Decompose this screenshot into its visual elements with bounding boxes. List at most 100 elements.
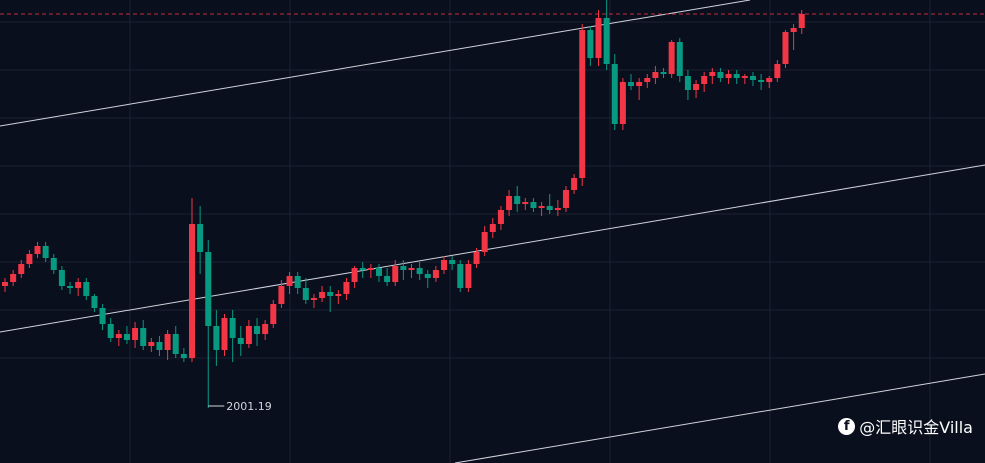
candle-body-down	[660, 72, 667, 74]
candle-body-down	[359, 268, 366, 270]
candle-body-up	[725, 74, 732, 78]
candle-body-down	[733, 74, 740, 78]
candle-body-up	[26, 254, 33, 264]
candle-body-down	[514, 196, 521, 204]
candle-body-down	[717, 72, 724, 78]
candle-body-up	[441, 260, 448, 270]
candle-body-down	[603, 18, 610, 64]
candle-body-up	[2, 282, 8, 286]
candle-body-down	[416, 268, 423, 274]
candle-body-down	[99, 308, 106, 324]
candle-body-down	[83, 282, 90, 296]
candle-body-up	[693, 84, 700, 90]
candle-body-up	[571, 178, 578, 190]
candle-body-up	[709, 72, 716, 76]
candle-body-up	[465, 264, 472, 288]
channel-lower-line	[454, 373, 985, 463]
candle-body-down	[213, 326, 220, 350]
candle-body-down	[628, 82, 635, 86]
candle-body-down	[375, 268, 382, 276]
candle-body-down	[449, 260, 456, 264]
candle-body-up	[644, 78, 651, 82]
candle-body-down	[67, 286, 74, 288]
candle-body-up	[319, 292, 326, 298]
candle-body-down	[327, 292, 334, 296]
candle-body-down	[749, 76, 756, 80]
candle-body-down	[229, 318, 236, 338]
candle-body-up	[286, 276, 293, 286]
candle-body-down	[384, 276, 391, 282]
candle-body-down	[684, 76, 691, 90]
candle-body-down	[42, 246, 49, 258]
candle-body-up	[18, 264, 25, 274]
candle-body-up	[579, 30, 586, 178]
candle-body-up	[652, 72, 659, 78]
candle-body-down	[197, 224, 204, 252]
candle-body-up	[506, 196, 513, 210]
candle-body-up	[343, 282, 350, 294]
candle-body-up	[774, 64, 781, 78]
candle-body-down	[457, 264, 464, 288]
candle-body-down	[676, 42, 683, 76]
candle-body-down	[58, 270, 65, 286]
candle-body-up	[554, 208, 561, 210]
candle-body-up	[432, 270, 439, 278]
low-marker-label: 2001.19	[226, 400, 272, 413]
candle-body-up	[148, 342, 155, 346]
watermark-text: @汇眼识金Villa	[859, 418, 973, 437]
candle-body-down	[172, 334, 179, 354]
facebook-icon: f	[838, 417, 856, 435]
candle-body-down	[758, 80, 765, 82]
candle-body-up	[790, 28, 797, 32]
candle-body-down	[50, 258, 57, 270]
candle-body-down	[107, 324, 114, 338]
candle-body-up	[367, 268, 374, 270]
candle-body-up	[497, 210, 504, 224]
candle-body-down	[237, 338, 244, 344]
candle-body-up	[481, 232, 488, 252]
candle-body-up	[188, 224, 195, 358]
candle-body-up	[522, 202, 529, 204]
candle-body-down	[546, 206, 553, 210]
candle-body-up	[392, 266, 399, 282]
candle-body-up	[10, 274, 17, 282]
candle-body-down	[180, 354, 187, 358]
candle-body-down	[294, 276, 301, 288]
candle-body-up	[115, 334, 122, 338]
candle-body-up	[164, 334, 171, 350]
candle-body-up	[619, 82, 626, 124]
candle-body-up	[766, 78, 773, 82]
candle-body-up	[489, 224, 496, 232]
candle-body-up	[270, 304, 277, 324]
candle-body-down	[254, 326, 261, 334]
candle-body-up	[221, 318, 228, 350]
candle-body-down	[530, 202, 537, 208]
candle-body-up	[562, 190, 569, 208]
candle-body-up	[595, 18, 602, 58]
candle-body-down	[424, 274, 431, 278]
candle-body-up	[741, 76, 748, 78]
channel-upper-line	[0, 0, 751, 127]
candle-body-up	[408, 268, 415, 270]
candle-body-up	[34, 246, 41, 254]
channel-middle-line	[0, 164, 985, 333]
candle-body-up	[538, 206, 545, 208]
candle-body-up	[636, 82, 643, 86]
candle-body-down	[205, 252, 212, 326]
candle-body-down	[91, 296, 98, 308]
candle-body-up	[262, 324, 269, 334]
candle-body-down	[123, 334, 130, 340]
candle-body-down	[611, 64, 618, 124]
candle-body-down	[156, 342, 163, 350]
candle-body-up	[351, 268, 358, 282]
candle-body-up	[473, 252, 480, 264]
candle-body-up	[335, 294, 342, 296]
candle-body-up	[668, 42, 675, 74]
candle-body-up	[701, 76, 708, 84]
candle-body-down	[400, 266, 407, 270]
candle-body-down	[140, 328, 147, 346]
watermark: f @汇眼识金Villa	[838, 414, 973, 438]
candle-body-up	[278, 286, 285, 304]
